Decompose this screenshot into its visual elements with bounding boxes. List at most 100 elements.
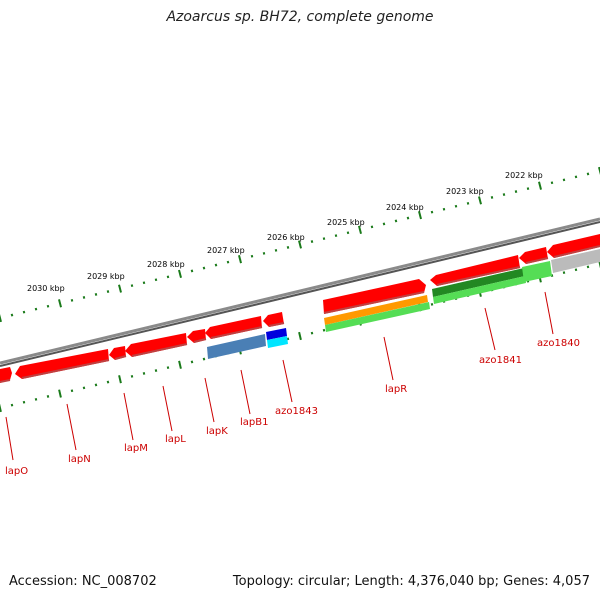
- outer-ruler-minor-tick: [466, 201, 470, 205]
- outer-ruler-minor-tick: [10, 313, 14, 317]
- gene-shadows: [0, 245, 600, 383]
- gene-labels: lapO lapN lapM lapL lapK lapB1 azo1843 l…: [5, 338, 580, 477]
- gene-arrow-lapL[interactable]: [125, 333, 187, 357]
- inner-ruler-minor-tick: [70, 389, 74, 393]
- outer-ruler-minor-tick: [22, 310, 26, 314]
- feature-bar-green-lapR[interactable]: [325, 302, 430, 332]
- outer-ruler-minor-tick: [550, 181, 554, 185]
- kbp-label-2025: 2025 kbp: [327, 218, 365, 227]
- gene-label-azo1841[interactable]: azo1841: [479, 355, 522, 366]
- outer-ruler-minor-tick: [406, 216, 410, 220]
- gene-label-lapM[interactable]: lapM: [124, 443, 148, 454]
- inner-ruler-major-tick: [58, 389, 62, 398]
- outer-ruler-minor-tick: [370, 225, 374, 229]
- kbp-label-2029: 2029 kbp: [87, 272, 125, 281]
- gene-label-azo1843[interactable]: azo1843: [275, 406, 318, 417]
- kbp-label-2022: 2022 kbp: [505, 171, 543, 180]
- feature-bar-cyan[interactable]: [267, 336, 288, 348]
- inner-ruler-minor-tick: [154, 369, 158, 372]
- outer-ruler-major-tick: [298, 240, 302, 249]
- outer-ruler-minor-tick: [334, 234, 338, 238]
- outer-ruler-minor-tick: [130, 284, 134, 288]
- gene-label-lapL[interactable]: lapL: [165, 434, 186, 445]
- gene-label-lapO[interactable]: lapO: [5, 466, 28, 477]
- outer-ruler-minor-tick: [34, 307, 38, 311]
- kbp-label-2024: 2024 kbp: [386, 203, 424, 212]
- kbp-label-2026: 2026 kbp: [267, 233, 305, 242]
- outer-ruler-minor-tick: [274, 248, 278, 252]
- outer-ruler-major-tick: [358, 225, 362, 234]
- gene-label-azo1840[interactable]: azo1840: [537, 338, 580, 349]
- feature-bar-green-azo1841[interactable]: [433, 276, 526, 304]
- inner-ruler-minor-tick: [142, 372, 146, 375]
- outer-ruler-minor-tick: [70, 298, 74, 302]
- inner-ruler-minor-tick: [94, 383, 98, 387]
- gene-label-lapN[interactable]: lapN: [68, 454, 91, 465]
- outer-ruler-minor-tick: [142, 281, 146, 285]
- outer-ruler-major-tick: [118, 284, 122, 293]
- outer-ruler-minor-tick: [574, 175, 578, 179]
- inner-ruler-minor-tick: [106, 380, 110, 384]
- inner-ruler-minor-tick: [286, 337, 290, 341]
- feature-bar-orange[interactable]: [324, 295, 428, 325]
- inner-ruler-minor-tick: [34, 397, 38, 401]
- accession-text: Accession: NC_008702: [9, 574, 157, 589]
- genome-backbone: [0, 217, 600, 365]
- inner-ruler-minor-tick: [82, 386, 86, 390]
- outer-ruler-minor-tick: [94, 293, 98, 296]
- outer-ruler-major-tick: [538, 181, 542, 190]
- gene-arrow-lapN[interactable]: [15, 349, 109, 379]
- inner-ruler-minor-tick: [574, 268, 578, 272]
- outer-ruler-minor-tick: [346, 231, 350, 235]
- feature-bar-steelblue[interactable]: [207, 334, 266, 359]
- outer-ruler-major-tick: [178, 269, 182, 279]
- outer-ruler-minor-tick: [310, 240, 314, 243]
- inner-ruler-minor-tick: [430, 302, 434, 306]
- outer-ruler-minor-tick: [490, 196, 494, 199]
- gene-label-lapR[interactable]: lapR: [385, 384, 407, 395]
- inner-ruler-minor-tick: [46, 395, 50, 398]
- gene-arrow-lapO[interactable]: [0, 367, 12, 383]
- outer-ruler-minor-tick: [166, 275, 170, 279]
- outer-ruler-minor-tick: [562, 178, 566, 182]
- kbp-label-2023: 2023 kbp: [446, 187, 484, 196]
- outer-ruler-major-tick: [418, 210, 422, 220]
- inner-ruler-major-tick: [118, 375, 122, 384]
- outer-ruler-minor-tick: [442, 207, 446, 211]
- outer-ruler-minor-tick: [394, 219, 398, 223]
- inner-ruler-minor-tick: [130, 374, 134, 378]
- inner-ruler-minor-tick: [310, 331, 314, 335]
- outer-ruler-minor-tick: [226, 260, 230, 264]
- outer-ruler-major-tick: [0, 313, 2, 323]
- feature-bar-darkgreen[interactable]: [432, 268, 525, 297]
- gene-arrow-lapB1[interactable]: [205, 316, 262, 339]
- outer-ruler-minor-tick: [514, 190, 518, 193]
- outer-ruler-major-tick: [58, 299, 62, 308]
- outer-ruler-minor-tick: [250, 254, 254, 258]
- feature-bar-green-azo1840[interactable]: [522, 261, 552, 282]
- outer-ruler-major-tick: [478, 196, 482, 205]
- outer-ruler-minor-tick: [286, 246, 290, 249]
- gene-arrow-azo1841[interactable]: [430, 255, 520, 286]
- gene-arrow-right-edge[interactable]: [547, 234, 600, 258]
- outer-ruler-minor-tick: [502, 193, 506, 196]
- inner-ruler-minor-tick: [10, 403, 14, 407]
- outer-ruler-minor-tick: [82, 296, 86, 299]
- map-title: Azoarcus sp. BH72, complete genome: [166, 9, 434, 25]
- gene-label-lapB1[interactable]: lapB1: [240, 417, 268, 428]
- feature-bar-gray[interactable]: [551, 249, 600, 273]
- inner-ruler-major-tick: [298, 331, 302, 341]
- outer-ruler-minor-tick: [106, 290, 110, 293]
- genome-backbone-shadow: [0, 221, 600, 367]
- outer-ruler-minor-tick: [454, 204, 458, 208]
- inner-ruler-major-tick: [0, 403, 2, 413]
- label-leaders: [5, 291, 554, 461]
- gene-arrow-lapR[interactable]: [323, 279, 426, 314]
- inner-ruler-minor-tick: [202, 357, 206, 361]
- gene-label-lapK[interactable]: lapK: [206, 426, 228, 437]
- outer-ruler-minor-tick: [322, 237, 326, 241]
- outer-ruler-minor-tick: [214, 263, 218, 267]
- feature-bar-blue[interactable]: [266, 328, 287, 340]
- outer-ruler-minor-tick: [190, 269, 194, 273]
